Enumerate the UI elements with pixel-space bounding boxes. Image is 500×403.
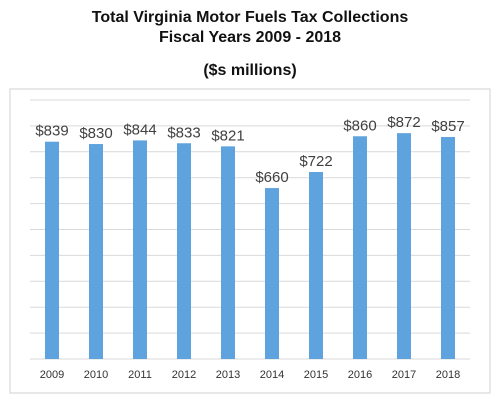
x-tick-2016: 2016 <box>348 369 372 381</box>
data-label-2012: $833 <box>167 124 200 141</box>
bar-2017 <box>397 133 411 359</box>
data-label-2016: $860 <box>343 117 376 134</box>
data-label-2010: $830 <box>79 125 112 142</box>
bar-2011 <box>133 140 147 359</box>
bar-2013 <box>221 146 235 359</box>
bar-2018 <box>441 137 455 359</box>
x-axis-tick-labels: 2009 2010 2011 2012 2013 2014 2015 2016 2017 2018 <box>40 369 460 381</box>
x-tick-2014: 2014 <box>260 369 284 381</box>
data-label-2013: $821 <box>211 127 244 144</box>
chart-subtitle: ($s millions) <box>203 62 297 79</box>
chart-title-line-1: Total Virginia Motor Fuels Tax Collectio… <box>91 9 409 26</box>
bar-2012 <box>177 143 191 359</box>
data-label-2011: $844 <box>123 121 156 138</box>
bars <box>45 133 455 359</box>
bar-2010 <box>89 144 103 359</box>
bar-2016 <box>353 136 367 359</box>
x-tick-2013: 2013 <box>216 369 240 381</box>
x-tick-2015: 2015 <box>304 369 328 381</box>
data-label-2017: $872 <box>387 114 420 131</box>
chart-title-line-2: Fiscal Years 2009 - 2018 <box>158 29 342 46</box>
x-tick-2012: 2012 <box>172 369 196 381</box>
chart-title: Total Virginia Motor Fuels Tax Collectio… <box>0 8 500 48</box>
bar-2014 <box>265 188 279 359</box>
data-label-2009: $839 <box>35 123 68 140</box>
bar-2015 <box>309 172 323 359</box>
x-tick-2018: 2018 <box>436 369 460 381</box>
data-label-2018: $857 <box>431 118 464 135</box>
x-tick-2011: 2011 <box>128 369 152 381</box>
gridlines <box>30 99 470 360</box>
x-tick-2017: 2017 <box>392 369 416 381</box>
data-label-2014: $660 <box>255 169 288 186</box>
data-labels: $839 $830 $844 $833 $821 $660 $722 $860 $872 $857 <box>35 114 464 186</box>
x-tick-2009: 2009 <box>40 369 64 381</box>
bar-2009 <box>45 141 59 359</box>
x-tick-2010: 2010 <box>84 369 108 381</box>
data-label-2015: $722 <box>299 153 332 170</box>
